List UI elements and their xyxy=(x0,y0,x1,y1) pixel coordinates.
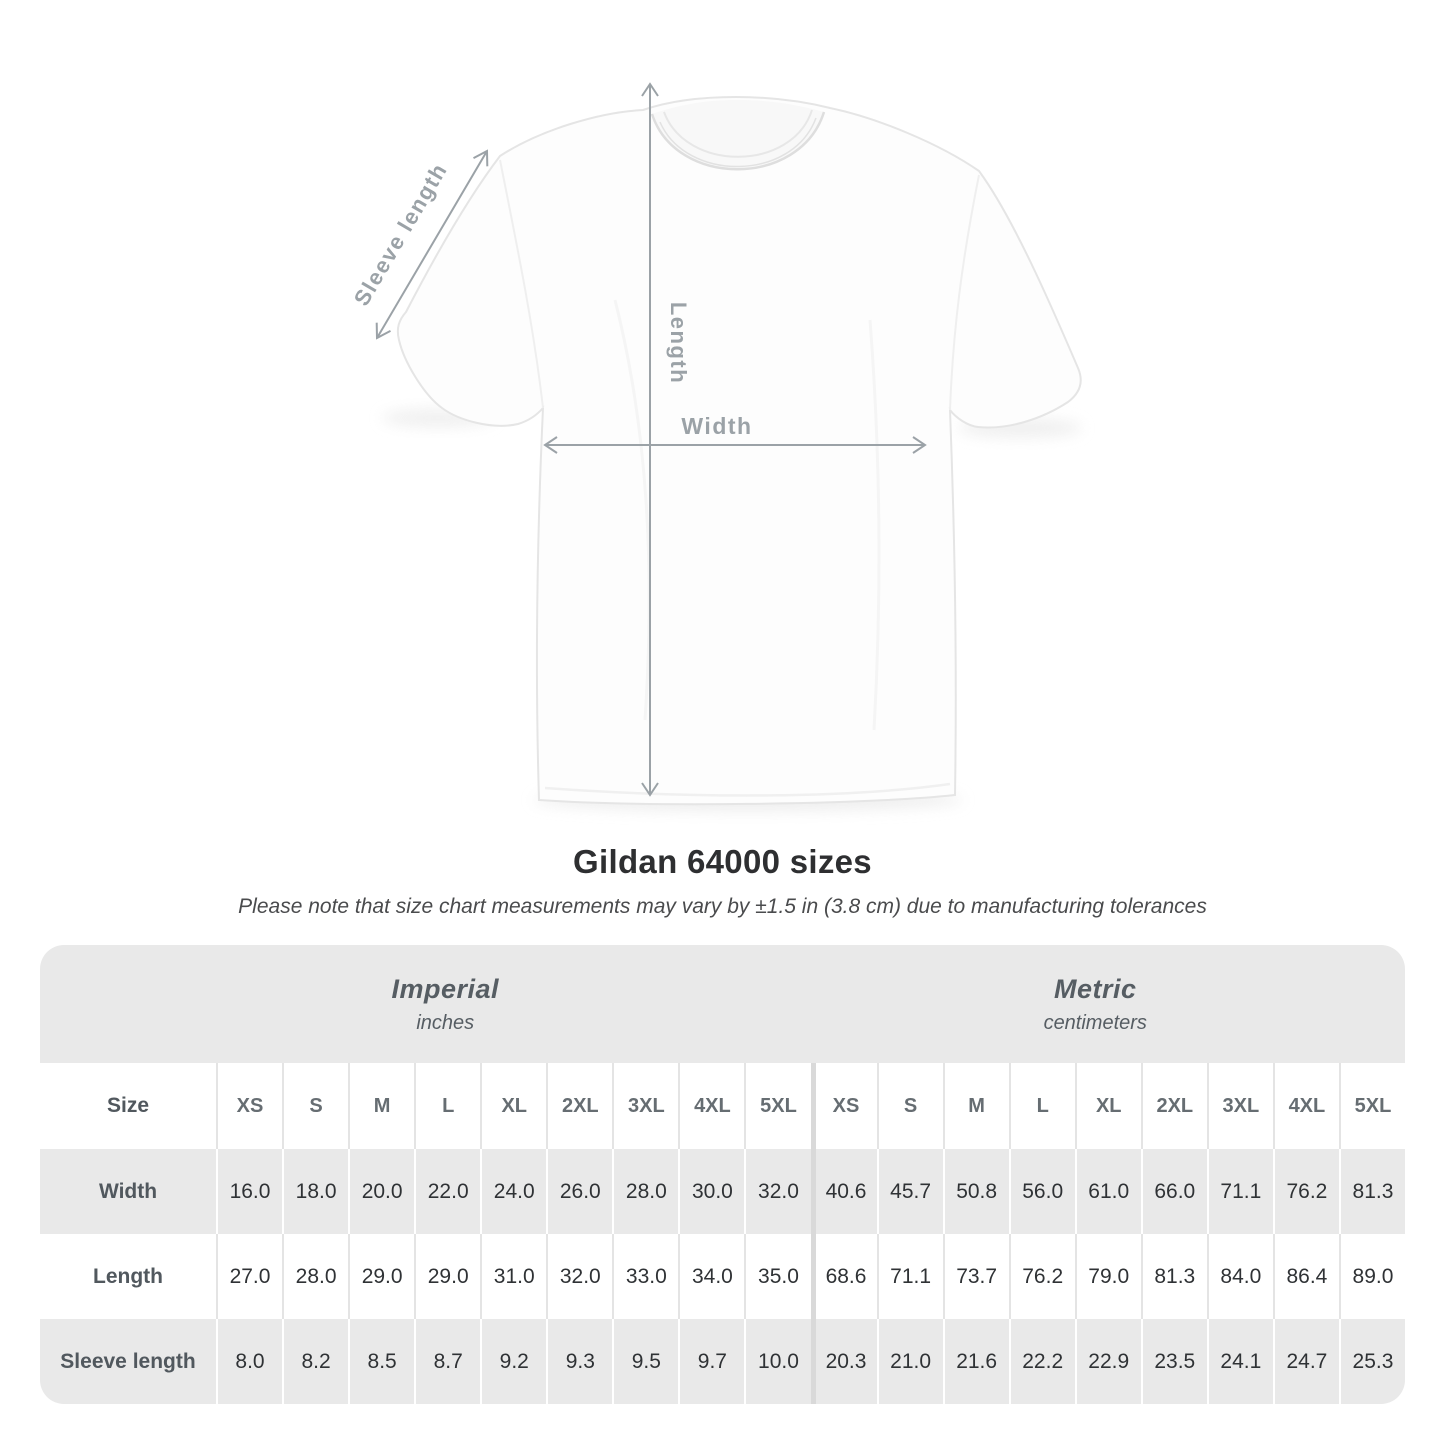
imperial-group-header: Imperial inches xyxy=(40,945,811,1063)
value-cell: 30.0 xyxy=(678,1149,745,1234)
value-cell: 81.3 xyxy=(1140,1234,1207,1319)
value-cell: 50.8 xyxy=(942,1149,1009,1234)
size-col-header: S xyxy=(282,1063,349,1149)
imperial-group-title: Imperial xyxy=(391,973,500,1004)
value-cell: 8.0 xyxy=(216,1319,283,1404)
size-col-header: M xyxy=(348,1063,415,1149)
size-col-header: L xyxy=(1008,1063,1075,1149)
value-cell: 34.0 xyxy=(678,1234,745,1319)
value-cell: 56.0 xyxy=(1008,1149,1075,1234)
value-cell: 84.0 xyxy=(1206,1234,1273,1319)
value-cell: 76.2 xyxy=(1008,1234,1075,1319)
value-cell: 66.0 xyxy=(1140,1149,1207,1234)
metric-group-title: Metric xyxy=(1053,973,1137,1004)
row-label-length: Length xyxy=(40,1234,216,1319)
value-cell: 79.0 xyxy=(1074,1234,1141,1319)
value-cell: 20.3 xyxy=(810,1319,877,1404)
value-cell: 8.5 xyxy=(348,1319,415,1404)
value-cell: 10.0 xyxy=(744,1319,811,1404)
value-cell: 8.2 xyxy=(282,1319,349,1404)
size-chart-table: Imperial inches Metric centimeters Size … xyxy=(40,945,1405,1404)
size-col-header: 5XL xyxy=(1338,1063,1405,1149)
value-cell: 29.0 xyxy=(348,1234,415,1319)
value-cell: 29.0 xyxy=(414,1234,481,1319)
value-cell: 35.0 xyxy=(744,1234,811,1319)
value-cell: 8.7 xyxy=(414,1319,481,1404)
value-cell: 9.2 xyxy=(480,1319,547,1404)
size-col-header: 2XL xyxy=(1140,1063,1207,1149)
size-col-header: XS xyxy=(810,1063,877,1149)
length-label: Length xyxy=(666,302,691,384)
metric-group-header: Metric centimeters xyxy=(810,945,1405,1063)
row-label-width: Width xyxy=(40,1149,216,1234)
value-cell: 73.7 xyxy=(942,1234,1009,1319)
tshirt-silhouette xyxy=(396,95,1082,806)
size-col-header: S xyxy=(876,1063,943,1149)
value-cell: 45.7 xyxy=(876,1149,943,1234)
size-col-header: 3XL xyxy=(1206,1063,1273,1149)
value-cell: 28.0 xyxy=(612,1149,679,1234)
size-header-label: Size xyxy=(40,1063,216,1149)
page-title: Gildan 64000 sizes xyxy=(573,843,872,880)
value-cell: 24.1 xyxy=(1206,1319,1273,1404)
sleeve-length-arrow xyxy=(375,149,489,340)
value-cell: 20.0 xyxy=(348,1149,415,1234)
value-cell: 61.0 xyxy=(1074,1149,1141,1234)
value-cell: 32.0 xyxy=(546,1234,613,1319)
value-cell: 68.6 xyxy=(810,1234,877,1319)
size-col-header: 4XL xyxy=(678,1063,745,1149)
value-cell: 33.0 xyxy=(612,1234,679,1319)
metric-group-units: centimeters xyxy=(1043,1011,1147,1034)
size-col-header: L xyxy=(414,1063,481,1149)
value-cell: 23.5 xyxy=(1140,1319,1207,1404)
value-cell: 24.0 xyxy=(480,1149,547,1234)
size-col-header: XL xyxy=(1074,1063,1141,1149)
value-cell: 22.2 xyxy=(1008,1319,1075,1404)
value-cell: 31.0 xyxy=(480,1234,547,1319)
value-cell: 27.0 xyxy=(216,1234,283,1319)
value-cell: 9.3 xyxy=(546,1319,613,1404)
size-col-header: M xyxy=(942,1063,1009,1149)
size-col-header: 4XL xyxy=(1272,1063,1339,1149)
measurement-arrows xyxy=(375,82,927,797)
value-cell: 18.0 xyxy=(282,1149,349,1234)
row-label-sleeve-length: Sleeve length xyxy=(40,1319,216,1404)
value-cell: 28.0 xyxy=(282,1234,349,1319)
value-cell: 86.4 xyxy=(1272,1234,1339,1319)
value-cell: 22.0 xyxy=(414,1149,481,1234)
size-col-header: XS xyxy=(216,1063,283,1149)
width-arrow xyxy=(543,436,927,454)
size-col-header: 2XL xyxy=(546,1063,613,1149)
width-label: Width xyxy=(681,413,752,439)
value-cell: 76.2 xyxy=(1272,1149,1339,1234)
tolerance-note: Please note that size chart measurements… xyxy=(238,895,1207,918)
tshirt-graphic: Sleeve length Length Width xyxy=(349,82,1082,811)
value-cell: 21.6 xyxy=(942,1319,1009,1404)
value-cell: 89.0 xyxy=(1338,1234,1405,1319)
value-cell: 21.0 xyxy=(876,1319,943,1404)
value-cell: 32.0 xyxy=(744,1149,811,1234)
imperial-group-units: inches xyxy=(416,1011,475,1034)
value-cell: 71.1 xyxy=(1206,1149,1273,1234)
size-col-header: 3XL xyxy=(612,1063,679,1149)
value-cell: 40.6 xyxy=(810,1149,877,1234)
value-cell: 24.7 xyxy=(1272,1319,1339,1404)
value-cell: 9.5 xyxy=(612,1319,679,1404)
value-cell: 71.1 xyxy=(876,1234,943,1319)
value-cell: 25.3 xyxy=(1338,1319,1405,1404)
length-arrow xyxy=(641,82,659,797)
value-cell: 16.0 xyxy=(216,1149,283,1234)
value-cell: 81.3 xyxy=(1338,1149,1405,1234)
value-cell: 22.9 xyxy=(1074,1319,1141,1404)
value-cell: 26.0 xyxy=(546,1149,613,1234)
size-col-header: XL xyxy=(480,1063,547,1149)
value-cell: 9.7 xyxy=(678,1319,745,1404)
size-col-header: 5XL xyxy=(744,1063,811,1149)
